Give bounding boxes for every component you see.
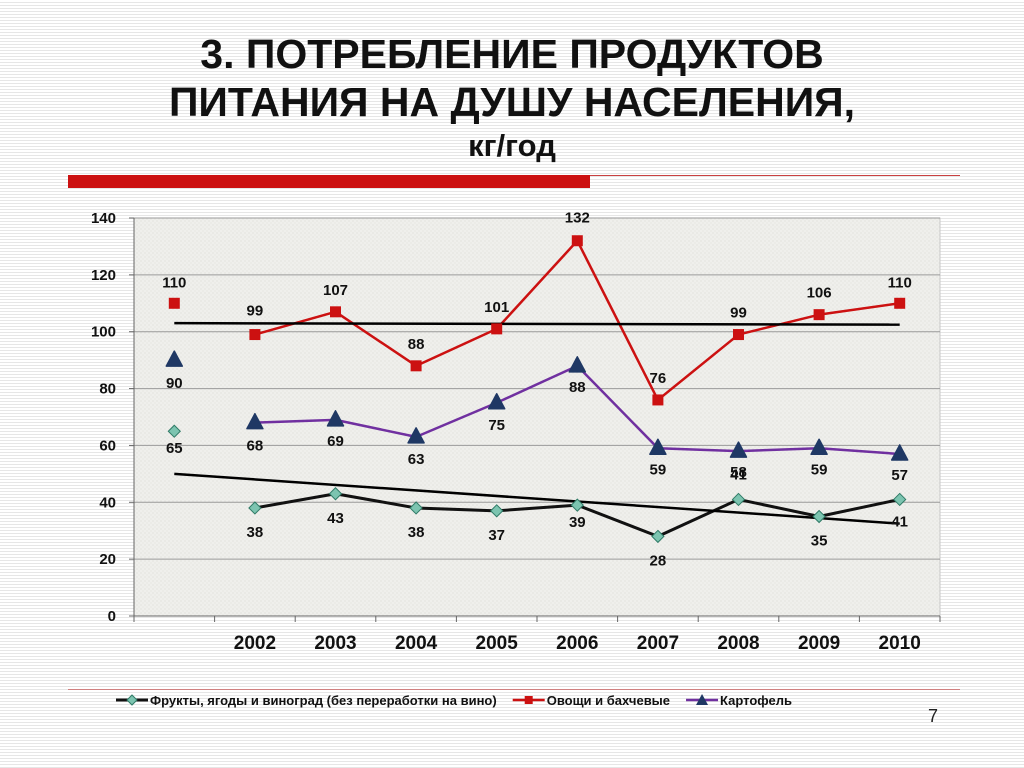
x-tick-label: 2006	[556, 633, 598, 654]
title-line-1: 3. ПОТРЕБЛЕНИЕ ПРОДУКТОВ	[200, 31, 824, 77]
data-label: 28	[650, 552, 667, 569]
data-point	[571, 235, 583, 247]
data-point	[568, 356, 587, 373]
data-label: 110	[162, 274, 186, 291]
y-tick-label: 80	[99, 381, 116, 398]
data-point	[649, 438, 667, 456]
title-line-2: ПИТАНИЯ НА ДУШУ НАСЕЛЕНИЯ,	[168, 79, 856, 125]
data-point	[489, 504, 504, 518]
data-label: 37	[488, 527, 505, 544]
data-point	[894, 297, 906, 309]
legend-label: Овощи и бахчевые	[547, 693, 670, 708]
data-point	[570, 498, 585, 512]
data-label: 68	[247, 438, 264, 455]
x-tick-label: 2003	[314, 633, 356, 654]
data-label: 75	[488, 417, 505, 434]
legend-label: Картофель	[720, 693, 792, 708]
title-unit: кг/год	[468, 128, 556, 163]
data-label: 110	[888, 274, 912, 291]
data-point	[810, 438, 828, 456]
data-point	[890, 444, 909, 461]
data-point	[733, 329, 744, 341]
data-label: 38	[408, 524, 425, 541]
x-tick-label: 2008	[717, 633, 759, 654]
data-point	[330, 306, 341, 318]
data-label: 59	[811, 461, 828, 478]
data-label: 99	[247, 303, 264, 320]
data-label: 88	[408, 336, 425, 353]
data-point	[651, 529, 665, 544]
data-point	[328, 487, 343, 501]
page-number: 7	[928, 706, 939, 726]
data-point	[409, 501, 423, 515]
data-label: 107	[323, 282, 348, 299]
legend-label: Фрукты, ягоды и виноград (без переработк…	[150, 693, 497, 708]
data-label: 101	[484, 299, 509, 316]
data-label: 132	[565, 210, 590, 227]
data-label: 41	[730, 466, 747, 483]
data-point	[167, 424, 182, 438]
y-tick-label: 20	[99, 551, 116, 568]
data-label: 38	[247, 524, 264, 541]
data-label: 106	[807, 285, 832, 302]
data-point	[168, 297, 180, 309]
x-tick-label: 2007	[637, 633, 679, 654]
y-tick-label: 120	[91, 267, 116, 284]
data-point	[249, 329, 261, 341]
accent-bar	[68, 175, 590, 188]
data-label: 58	[730, 464, 747, 481]
footer-rule	[68, 689, 960, 690]
data-label: 99	[730, 305, 747, 322]
y-tick-label: 40	[99, 494, 116, 511]
data-point	[246, 412, 264, 430]
data-point	[812, 509, 826, 524]
data-label: 43	[327, 510, 344, 527]
data-point	[248, 501, 262, 515]
x-tick-label: 2004	[395, 633, 438, 654]
data-label: 69	[327, 433, 344, 450]
data-label: 63	[408, 451, 425, 468]
y-tick-label: 140	[91, 210, 116, 227]
data-label: 39	[569, 514, 586, 531]
data-point	[407, 427, 425, 444]
data-point	[326, 410, 345, 427]
data-point	[731, 492, 746, 507]
data-point	[892, 492, 907, 507]
data-label: 90	[166, 375, 183, 392]
y-tick-label: 100	[91, 324, 116, 341]
y-tick-label: 60	[99, 437, 116, 454]
data-label: 41	[891, 513, 908, 530]
data-point	[487, 393, 506, 410]
x-tick-label: 2005	[476, 633, 519, 654]
accent-rule	[590, 175, 960, 176]
data-point	[491, 323, 503, 335]
y-tick-label: 0	[108, 608, 116, 625]
data-label: 57	[891, 467, 908, 484]
x-tick-label: 2002	[234, 633, 276, 654]
data-label: 65	[166, 440, 183, 457]
data-label: 59	[650, 461, 667, 478]
data-label: 35	[811, 533, 828, 550]
data-point	[729, 441, 748, 458]
legend-marker	[696, 694, 709, 705]
data-label: 88	[569, 379, 586, 396]
data-point	[813, 309, 825, 321]
data-label: 76	[650, 370, 667, 387]
legend-marker	[126, 694, 138, 706]
trend-line	[174, 472, 900, 525]
data-point	[652, 394, 664, 406]
trend-line	[174, 321, 900, 326]
x-tick-label: 2010	[879, 633, 921, 654]
legend-marker	[524, 696, 533, 704]
data-point	[410, 360, 422, 372]
page-title: 3. ПОТРЕБЛЕНИЕ ПРОДУКТОВ ПИТАНИЯ НА ДУШУ…	[0, 30, 1024, 166]
data-point	[165, 350, 184, 367]
x-tick-label: 2009	[798, 633, 840, 654]
